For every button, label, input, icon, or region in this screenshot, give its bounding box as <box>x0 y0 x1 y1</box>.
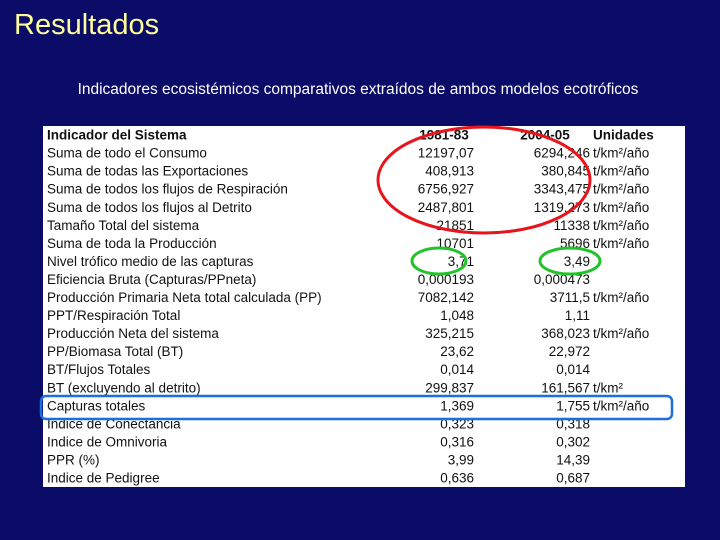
row-label: Suma de todo el Consumo <box>47 146 207 161</box>
table-cell: 161,567 <box>541 380 590 395</box>
table-cell: 1,11 <box>565 308 590 323</box>
table-cell: 2487,801 <box>418 200 474 215</box>
row-label: Producción Neta del sistema <box>47 326 219 341</box>
green-highlight <box>538 246 602 276</box>
table-cell: 14,39 <box>556 452 590 467</box>
green-highlight <box>410 246 468 276</box>
table-cell: t/km²/año <box>593 290 649 305</box>
table-cell: 3,99 <box>448 452 474 467</box>
table-cell: 299,837 <box>425 380 474 395</box>
table-cell: 6294,246 <box>534 146 590 161</box>
table-cell: 3,49 <box>564 254 590 269</box>
row-label: Suma de todos los flujos al Detrito <box>47 200 252 215</box>
table-cell: 3343,475 <box>534 182 590 197</box>
table-cell: 0,316 <box>440 434 474 449</box>
table-cell: 23,62 <box>440 344 474 359</box>
row-label: Producción Primaria Neta total calculada… <box>47 290 322 305</box>
row-label: Suma de todos los flujos de Respiración <box>47 182 288 197</box>
row-label: Suma de todas las Exportaciones <box>47 164 248 179</box>
table-cell: t/km²/año <box>593 146 649 161</box>
table-cell: t/km²/año <box>593 218 649 233</box>
table-cell: 1,369 <box>440 398 474 413</box>
table-cell: 0,636 <box>440 471 474 486</box>
row-label: Capturas totales <box>47 398 146 413</box>
table-cell: 0,687 <box>556 471 590 486</box>
table-cell: 7082,142 <box>418 290 474 305</box>
table-cell: t/km² <box>593 380 623 395</box>
table-background <box>43 126 685 487</box>
slide-subtitle: Indicadores ecosistémicos comparativos e… <box>78 81 639 98</box>
table-cell: 12197,07 <box>418 146 474 161</box>
column-header: Unidades <box>593 128 654 143</box>
row-label: Tamaño Total del sistema <box>47 218 200 233</box>
table: Indicador del Sistema 1981-83 2004-05 Unida… <box>47 128 654 486</box>
table-cell: t/km²/año <box>593 326 649 341</box>
table-cell: 0,000193 <box>418 272 474 287</box>
table-cell: 0,302 <box>556 434 590 449</box>
table-cell: t/km²/año <box>593 182 649 197</box>
table-cell: 0,014 <box>556 362 590 377</box>
table-cell: t/km²/año <box>593 200 649 215</box>
column-header: 1981-83 <box>419 128 469 143</box>
table-cell: 1319,273 <box>534 200 590 215</box>
column-header: Indicador del Sistema <box>47 128 187 143</box>
table-cell: t/km²/año <box>593 164 649 179</box>
row-label: Indice de Pedigree <box>47 471 160 486</box>
row-label: Nivel trófico medio de las capturas <box>47 254 254 269</box>
row-label: BT/Flujos Totales <box>47 362 151 377</box>
blue-highlight <box>39 394 674 421</box>
row-label: PP/Biomasa Total (BT) <box>47 344 183 359</box>
slide-title: Resultados <box>14 9 159 41</box>
table-cell: 3711,5 <box>550 290 590 305</box>
table-cell: t/km²/año <box>593 236 649 251</box>
table-cell: 0,014 <box>440 362 474 377</box>
table-cell: 368,023 <box>541 326 590 341</box>
table-cell: 408,913 <box>425 164 474 179</box>
row-label: Indice de Omnivoria <box>47 434 168 449</box>
row-label: Suma de toda la Producción <box>47 236 217 251</box>
row-label: PPR (%) <box>47 452 100 467</box>
table-cell: 1,755 <box>556 398 590 413</box>
table-cell: 1,048 <box>440 308 474 323</box>
row-label: PPT/Respiración Total <box>47 308 180 323</box>
row-label: BT (excluyendo al detrito) <box>47 380 201 395</box>
row-label: Eficiencia Bruta (Capturas/PPneta) <box>47 272 256 287</box>
table-cell: t/km²/año <box>593 398 649 413</box>
table-cell: 0,000473 <box>534 272 590 287</box>
table-cell: 3,71 <box>448 254 474 269</box>
red-highlight <box>376 125 592 235</box>
table-cell: 6756,927 <box>418 182 474 197</box>
table-cell: 11338 <box>553 218 590 233</box>
table-cell: 22,972 <box>549 344 590 359</box>
table-cell: 325,215 <box>425 326 474 341</box>
table-cell: 380,845 <box>541 164 590 179</box>
